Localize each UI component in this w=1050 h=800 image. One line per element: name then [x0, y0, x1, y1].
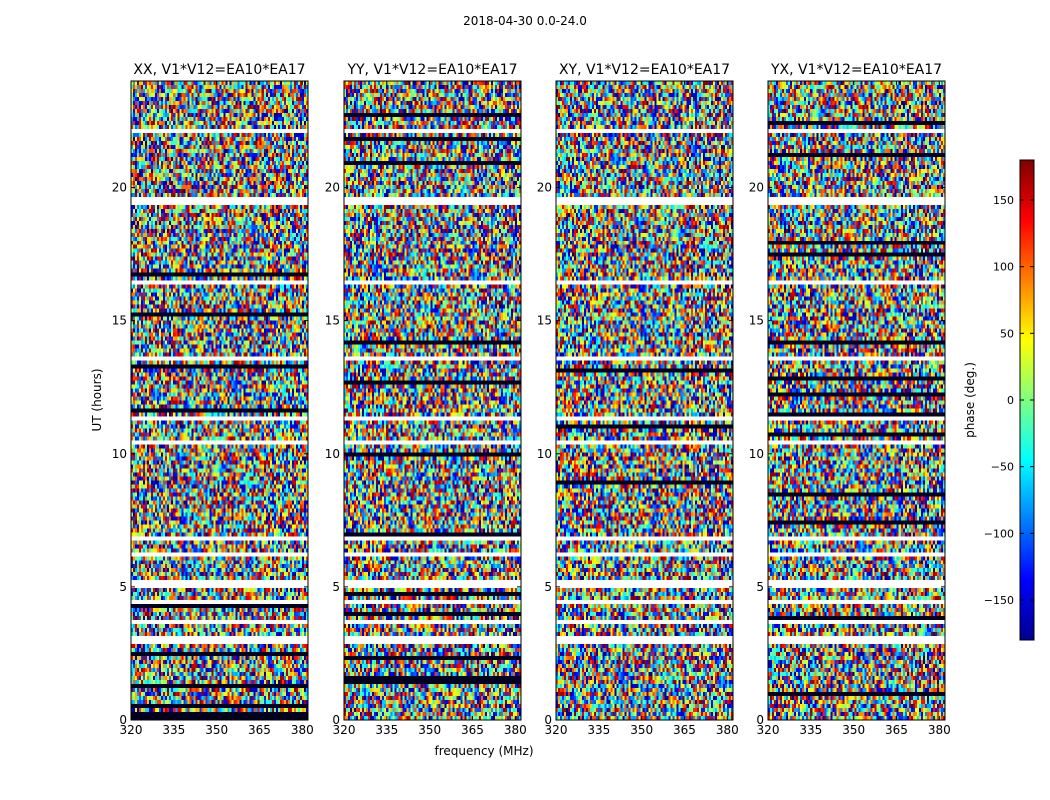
panel-frame — [343, 80, 522, 721]
colorbar: −150 −100 −50 0 50 100 150 phase (deg.) — [963, 159, 1035, 641]
y-tick-label: 15 — [749, 314, 764, 328]
x-tick-label: 335 — [799, 723, 822, 737]
y-tick-label: 5 — [756, 580, 764, 594]
panel-xy: XY, V1*V12=EA10*EA17 320 335 350 365 380 0 5 10 1… — [537, 62, 739, 737]
colorbar-tick-label: 0 — [1007, 394, 1014, 407]
x-tick-label: 335 — [587, 723, 610, 737]
phase-heatmap-xy — [556, 81, 733, 720]
x-tick-label: 365 — [673, 723, 696, 737]
y-tick-label: 10 — [325, 447, 340, 461]
y-tick-label: 10 — [537, 447, 552, 461]
panel-title: XX, V1*V12=EA10*EA17 — [133, 62, 305, 78]
y-tick-label: 0 — [332, 713, 340, 727]
panel-yy: YY, V1*V12=EA10*EA17 320 335 350 365 380 0 5 10 1… — [325, 62, 527, 737]
y-tick-label: 15 — [325, 314, 340, 328]
panel-title: YY, V1*V12=EA10*EA17 — [346, 62, 517, 78]
colorbar-tick-label: 150 — [993, 194, 1014, 207]
y-tick-label: 5 — [119, 580, 127, 594]
y-tick-label: 10 — [112, 447, 127, 461]
y-axis-label: UT (hours) — [90, 368, 104, 431]
y-tick-label: 15 — [537, 314, 552, 328]
x-tick-label: 350 — [205, 723, 228, 737]
y-tick-label: 20 — [537, 181, 552, 195]
x-tick-label: 335 — [375, 723, 398, 737]
y-tick-label: 20 — [325, 181, 340, 195]
x-tick-label: 380 — [291, 723, 314, 737]
panel-frame — [555, 80, 734, 721]
panel-title: YX, V1*V12=EA10*EA17 — [770, 62, 942, 78]
y-tick-label: 0 — [544, 713, 552, 727]
y-tick-label: 20 — [749, 181, 764, 195]
y-tick-label: 10 — [749, 447, 764, 461]
phase-heatmap-yy — [344, 81, 521, 720]
x-tick-label: 365 — [885, 723, 908, 737]
phase-heatmap-yx — [768, 81, 945, 720]
x-tick-label: 320 — [120, 723, 143, 737]
x-tick-label: 380 — [928, 723, 951, 737]
x-tick-label: 365 — [461, 723, 484, 737]
panel-title: XY, V1*V12=EA10*EA17 — [559, 62, 730, 78]
colorbar-tick-label: 50 — [1000, 327, 1014, 340]
y-tick-label: 15 — [112, 314, 127, 328]
colorbar-tick-label: −100 — [984, 527, 1014, 540]
panel-xx: XX, V1*V12=EA10*EA17 320 335 350 365 380 0 5 10 1… — [112, 62, 314, 737]
x-tick-label: 320 — [333, 723, 356, 737]
y-tick-label: 20 — [112, 181, 127, 195]
panel-yx: YX, V1*V12=EA10*EA17 320 335 350 365 380 0 5 10 1… — [749, 62, 951, 737]
phase-heatmap-xx — [131, 81, 308, 720]
x-tick-label: 380 — [504, 723, 527, 737]
panel-frame — [767, 80, 946, 721]
colorbar-tick-label: −150 — [984, 594, 1014, 607]
colorbar-label: phase (deg.) — [963, 362, 977, 438]
x-tick-label: 350 — [630, 723, 653, 737]
colorbar-tick-label: −50 — [991, 461, 1014, 474]
y-tick-label: 5 — [544, 580, 552, 594]
x-tick-label: 335 — [162, 723, 185, 737]
x-tick-label: 350 — [418, 723, 441, 737]
y-tick-label: 0 — [756, 713, 764, 727]
x-tick-label: 320 — [545, 723, 568, 737]
x-tick-label: 350 — [842, 723, 865, 737]
figure-title: 2018-04-30 0.0-24.0 — [463, 14, 587, 28]
panel-frame — [130, 80, 309, 721]
y-tick-label: 5 — [332, 580, 340, 594]
x-tick-label: 380 — [716, 723, 739, 737]
x-axis-label: frequency (MHz) — [434, 744, 533, 758]
y-tick-label: 0 — [119, 713, 127, 727]
x-tick-label: 365 — [248, 723, 271, 737]
x-tick-label: 320 — [757, 723, 780, 737]
colorbar-tick-label: 100 — [993, 261, 1014, 274]
